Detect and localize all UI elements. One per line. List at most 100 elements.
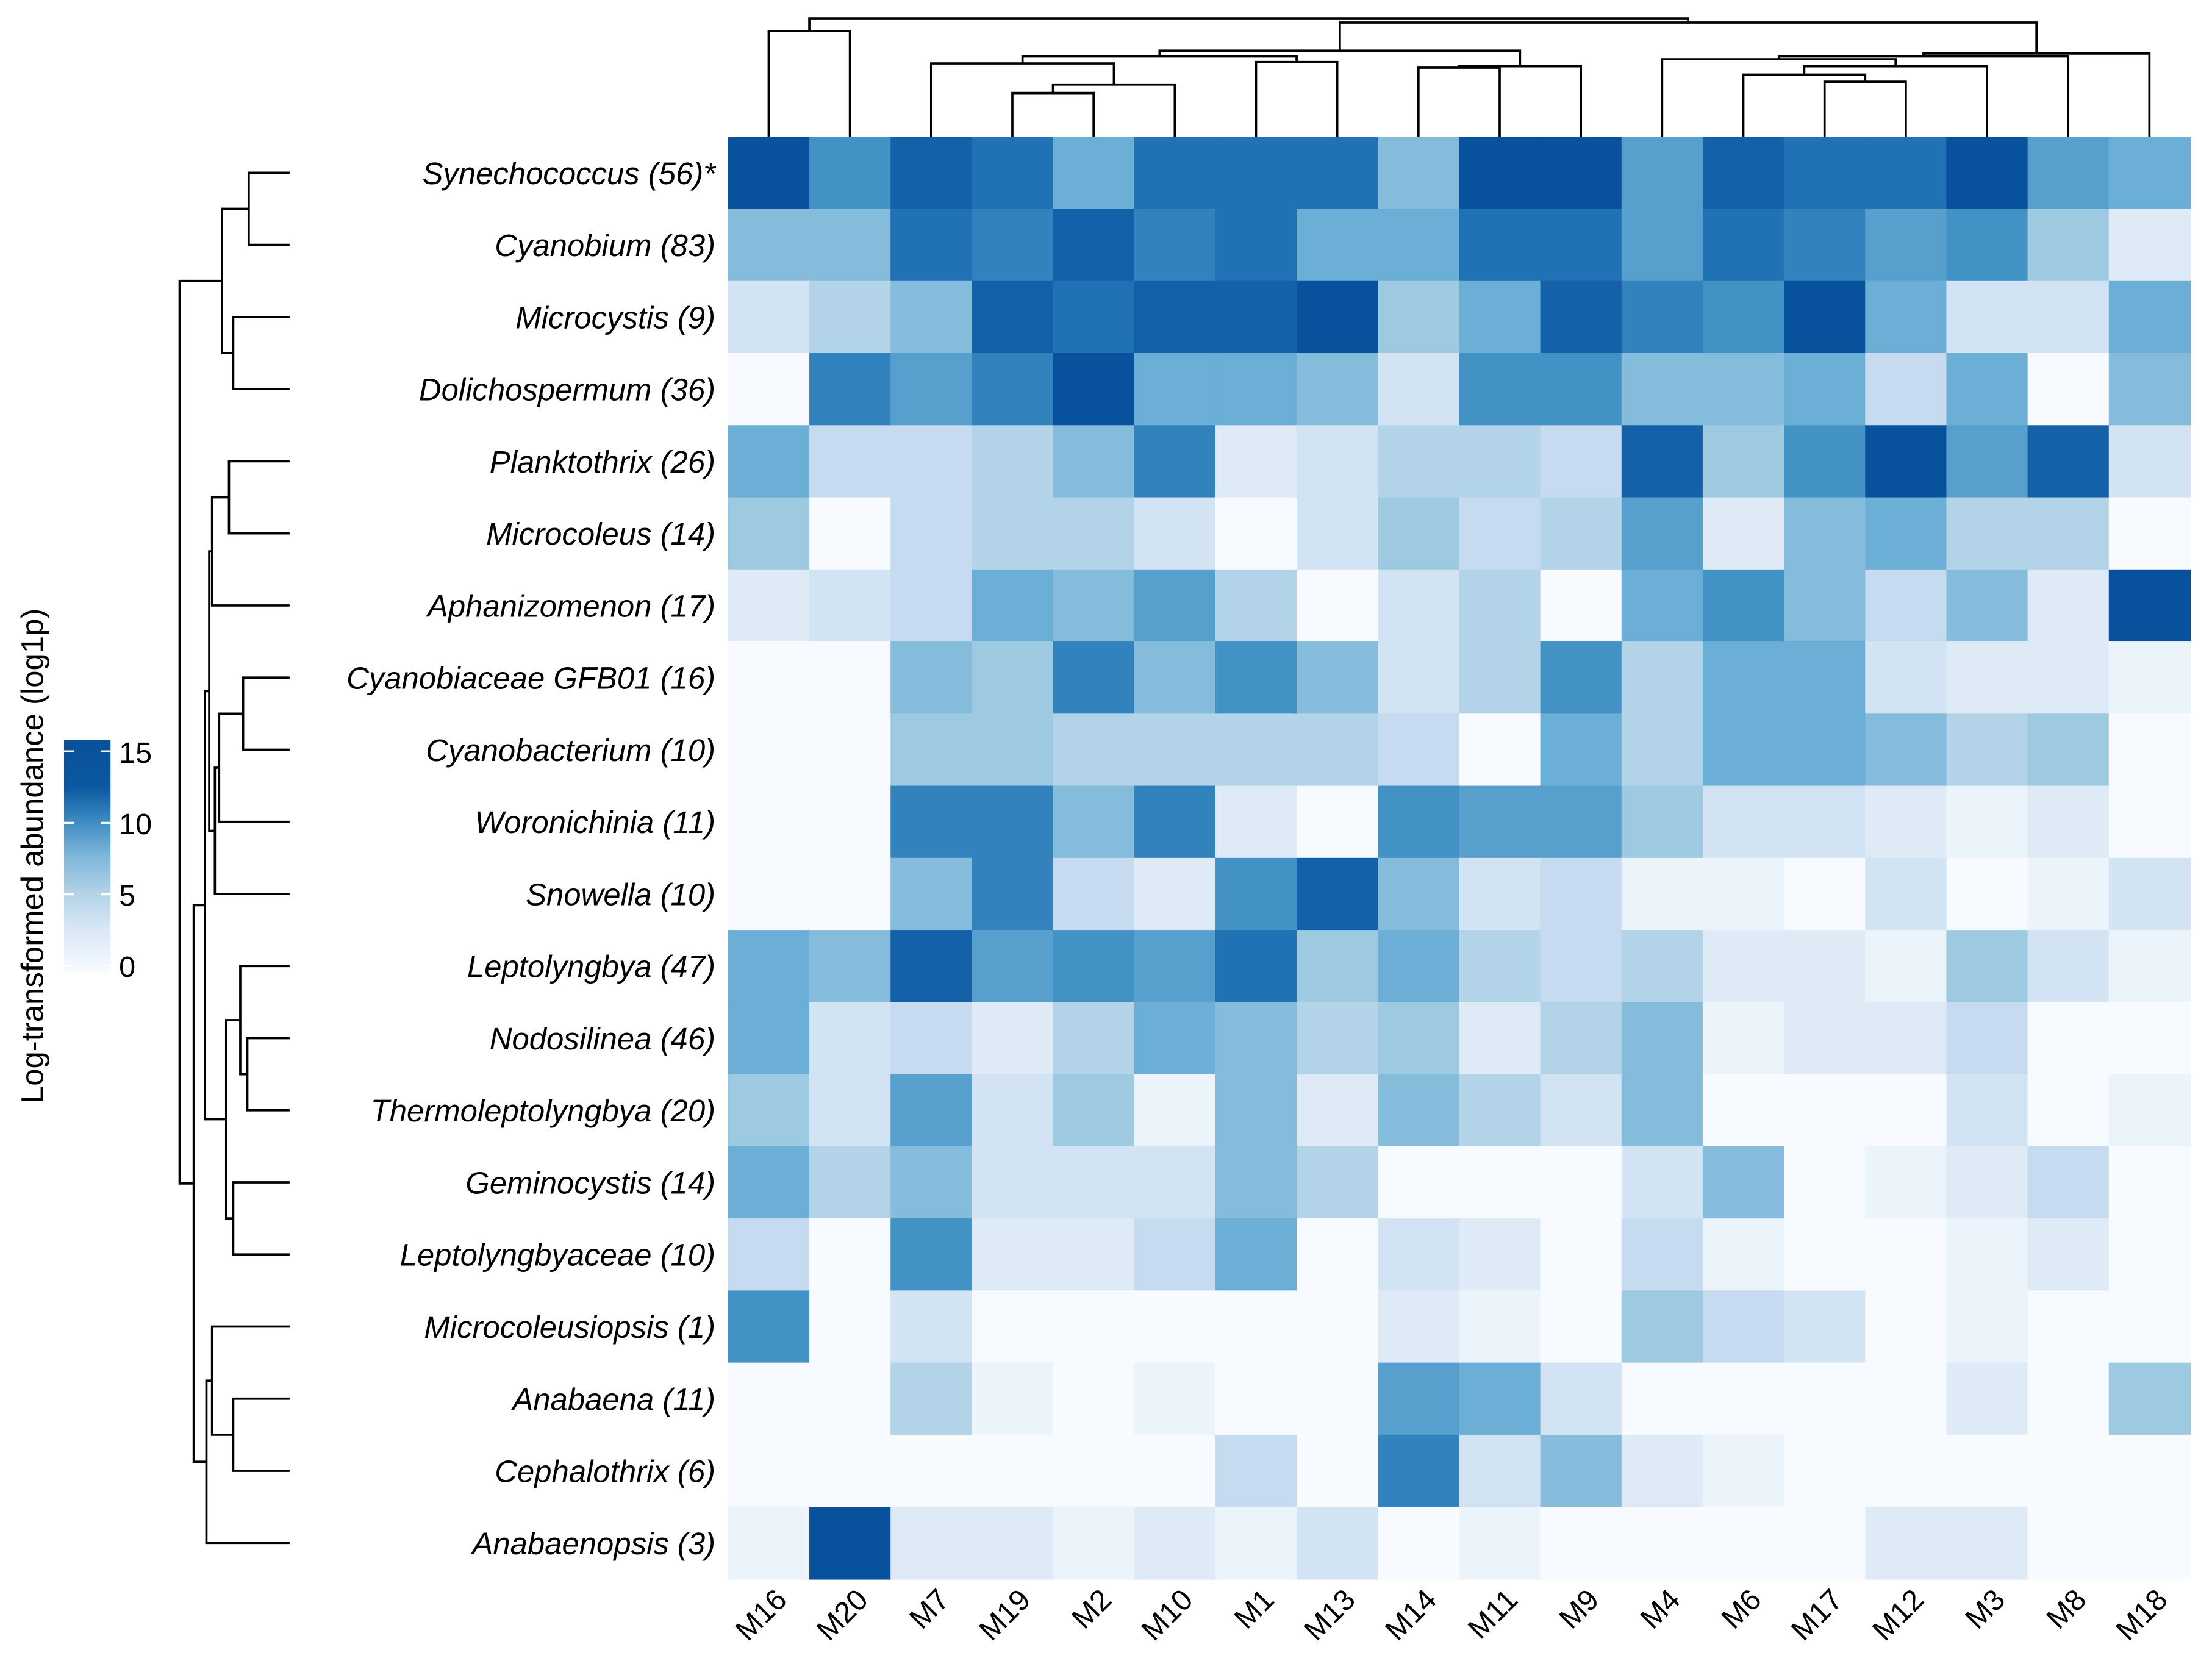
heatmap-cell (890, 209, 973, 282)
heatmap-cell (890, 930, 973, 1003)
heatmap-cell (1134, 1146, 1217, 1220)
heatmap-cell (1215, 857, 1298, 931)
column-label: M17 (1785, 1583, 1849, 1647)
heatmap-cell (1865, 1218, 1947, 1292)
heatmap-cell (972, 785, 1054, 859)
heatmap-cell (1215, 1290, 1298, 1363)
heatmap-cell (2108, 137, 2191, 210)
heatmap-cell (1134, 1074, 1217, 1148)
heatmap-cell (1865, 497, 1947, 570)
row-label: Geminocystis (14) (465, 1165, 715, 1200)
heatmap-cell (890, 785, 973, 859)
heatmap-cell (728, 209, 811, 282)
heatmap-cell (1702, 569, 1785, 643)
heatmap-cell (1621, 280, 1704, 354)
heatmap-cell (1540, 785, 1622, 859)
heatmap-cell (2027, 280, 2110, 354)
heatmap-cell (1215, 1218, 1298, 1292)
legend-tick-label: 15 (119, 737, 152, 770)
heatmap-cell (728, 569, 811, 643)
heatmap-cell (1702, 425, 1785, 498)
heatmap-cell (2027, 1218, 2110, 1292)
heatmap-cell (728, 713, 811, 787)
column-label: M10 (1135, 1583, 1199, 1647)
heatmap-cell (1053, 1362, 1135, 1436)
legend-colorbar (63, 740, 111, 973)
heatmap-cell (2108, 785, 2191, 859)
heatmap-cell (1946, 785, 2028, 859)
heatmap-cell (1540, 1002, 1622, 1075)
heatmap-cell (1378, 137, 1460, 210)
heatmap-cell (809, 1434, 892, 1508)
heatmap-cell (1297, 209, 1379, 282)
heatmap-cell (1702, 353, 1785, 426)
heatmap-cell (1215, 930, 1298, 1003)
heatmap-cell (972, 209, 1054, 282)
heatmap-cell (972, 1362, 1054, 1436)
dendrogram-branch (213, 766, 290, 895)
heatmap-cell (1215, 209, 1298, 282)
heatmap-cell (1215, 497, 1298, 570)
heatmap-cell (1459, 1074, 1541, 1148)
heatmap-cell (1215, 785, 1298, 859)
heatmap-cell (1215, 137, 1298, 210)
heatmap-cell (972, 1507, 1054, 1580)
heatmap-cell (1540, 497, 1622, 570)
heatmap-cell (1946, 1434, 2028, 1508)
heatmap-cell (972, 137, 1054, 210)
heatmap-cell (2027, 1146, 2110, 1220)
heatmap-cell (1784, 930, 1866, 1003)
heatmap-cell (1215, 1146, 1298, 1220)
heatmap-cell (1865, 137, 1947, 210)
heatmap-cell (1134, 641, 1217, 715)
heatmap-cell (728, 425, 811, 498)
heatmap-cell (1702, 1434, 1785, 1508)
heatmap-cell (809, 1290, 892, 1363)
heatmap-cell (728, 857, 811, 931)
heatmap-cell (2108, 713, 2191, 787)
heatmap-cell (2027, 857, 2110, 931)
heatmap-cell (1621, 353, 1704, 426)
dendrogram-branch (1158, 49, 1522, 66)
heatmap-cell (1053, 569, 1135, 643)
heatmap-cell (1378, 1434, 1460, 1508)
dendrogram-branch (246, 1037, 290, 1112)
heatmap-cell (2108, 497, 2191, 570)
heatmap-cell (1784, 713, 1866, 787)
heatmap-cell (890, 353, 973, 426)
heatmap-cell (728, 1507, 811, 1580)
heatmap-cell (809, 209, 892, 282)
heatmap-cell (1297, 1002, 1379, 1075)
heatmap-cell (1053, 641, 1135, 715)
legend-tick-label: 10 (119, 808, 152, 841)
heatmap-cell (2027, 1362, 2110, 1436)
heatmap-cell (1621, 569, 1704, 643)
heatmap-cell (1134, 1290, 1217, 1363)
dendrogram-branch (178, 279, 222, 1185)
heatmap-cell (972, 930, 1054, 1003)
heatmap-cell (1784, 280, 1866, 354)
heatmap-cell (1134, 353, 1217, 426)
heatmap-cell (809, 1002, 892, 1075)
column-labels: M16 M20 M7 M19 M2 M10 M1 M13 M14 M11 M9 M4 M6 M17 M12 M… (729, 1583, 2174, 1647)
dendrogram-branch (767, 30, 851, 137)
heatmap-cell (972, 641, 1054, 715)
heatmap-cell (1946, 569, 2028, 643)
heatmap-cell (972, 280, 1054, 354)
heatmap-cell (1946, 1002, 2028, 1075)
heatmap-cell (2027, 209, 2110, 282)
heatmap-cell (2027, 353, 2110, 426)
heatmap-cell (2108, 1146, 2191, 1220)
heatmap-cell (1621, 1074, 1704, 1148)
heatmap-cell (728, 1074, 811, 1148)
column-label: M7 (903, 1583, 956, 1635)
heatmap-cell (1946, 137, 2028, 210)
heatmap-cell (1053, 1146, 1135, 1220)
heatmap-cell (2027, 569, 2110, 643)
heatmap-cell (890, 1002, 973, 1075)
dendrogram-branch (1417, 66, 1501, 137)
heatmap-cell (1378, 713, 1460, 787)
heatmap-cell (972, 1218, 1054, 1292)
heatmap-cell (1784, 1362, 1866, 1436)
heatmap-cell (2108, 425, 2191, 498)
